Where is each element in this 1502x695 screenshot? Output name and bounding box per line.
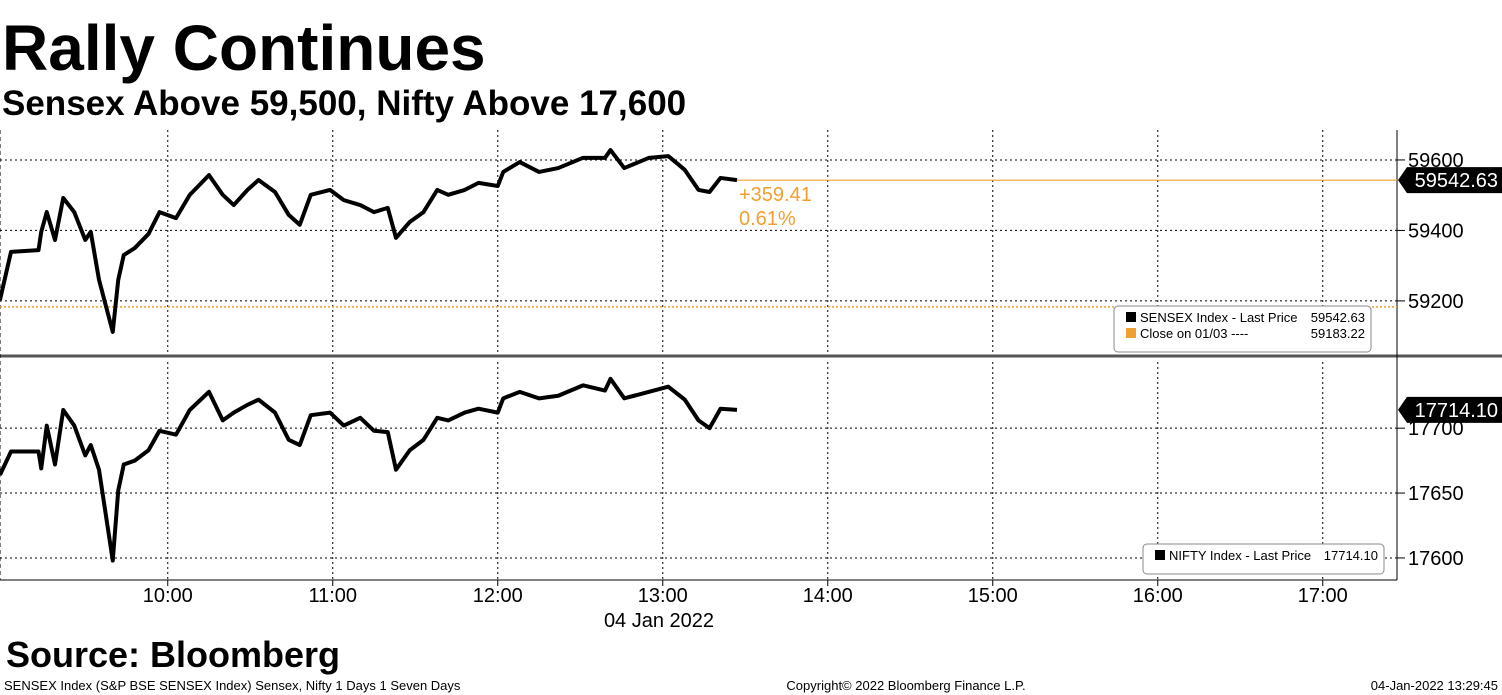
y-tick-label: 59600: [1408, 150, 1464, 172]
x-tick-label: 10:00: [143, 585, 193, 607]
x-tick-label: 17:00: [1298, 585, 1348, 607]
y-tick-label: 17650: [1408, 483, 1464, 505]
x-tick-label: 14:00: [803, 585, 853, 607]
last-price-label: 59542.63: [1415, 170, 1498, 192]
series-line: [0, 148, 738, 334]
legend-swatch: [1126, 328, 1136, 338]
y-tick-label: 59400: [1408, 220, 1464, 242]
source: Source: Bloomberg: [6, 634, 340, 675]
legend-value: 59183.22: [1311, 326, 1365, 341]
last-price-label: 17714.10: [1415, 400, 1498, 422]
x-tick-label: 12:00: [473, 585, 523, 607]
legend-label: NIFTY Index - Last Price: [1169, 548, 1311, 563]
footer-copyright: Copyright© 2022 Bloomberg Finance L.P.: [786, 678, 1025, 693]
title: Rally Continues: [2, 12, 486, 84]
subtitle: Sensex Above 59,500, Nifty Above 17,600: [2, 84, 686, 123]
x-tick-label: 15:00: [968, 585, 1018, 607]
x-tick-label: 13:00: [638, 585, 688, 607]
legend-box: [1142, 543, 1385, 575]
y-tick-label: 59200: [1408, 291, 1464, 313]
last-price-flag: [1398, 167, 1502, 194]
x-tick-label: 16:00: [1133, 585, 1183, 607]
change-annotation: +359.41: [739, 184, 812, 206]
x-axis-label: 04 Jan 2022: [604, 610, 714, 632]
footer-timestamp: 04-Jan-2022 13:29:45: [1371, 678, 1498, 693]
y-tick-label: 17700: [1408, 418, 1464, 440]
legend-label: SENSEX Index - Last Price: [1140, 310, 1298, 325]
legend-swatch: [1155, 550, 1165, 560]
legend-label: Close on 01/03 ----: [1140, 326, 1248, 341]
change-annotation: 0.61%: [739, 208, 796, 230]
legend-box: [1113, 305, 1372, 353]
y-tick-label: 17600: [1408, 548, 1464, 570]
legend-swatch: [1126, 312, 1136, 322]
legend-value: 17714.10: [1324, 548, 1378, 563]
legend-value: 59542.63: [1311, 310, 1365, 325]
footer-description: SENSEX Index (S&P BSE SENSEX Index) Sens…: [4, 678, 461, 693]
series-line: [0, 376, 738, 563]
x-tick-label: 11:00: [308, 585, 357, 607]
last-price-flag: [1398, 396, 1502, 423]
